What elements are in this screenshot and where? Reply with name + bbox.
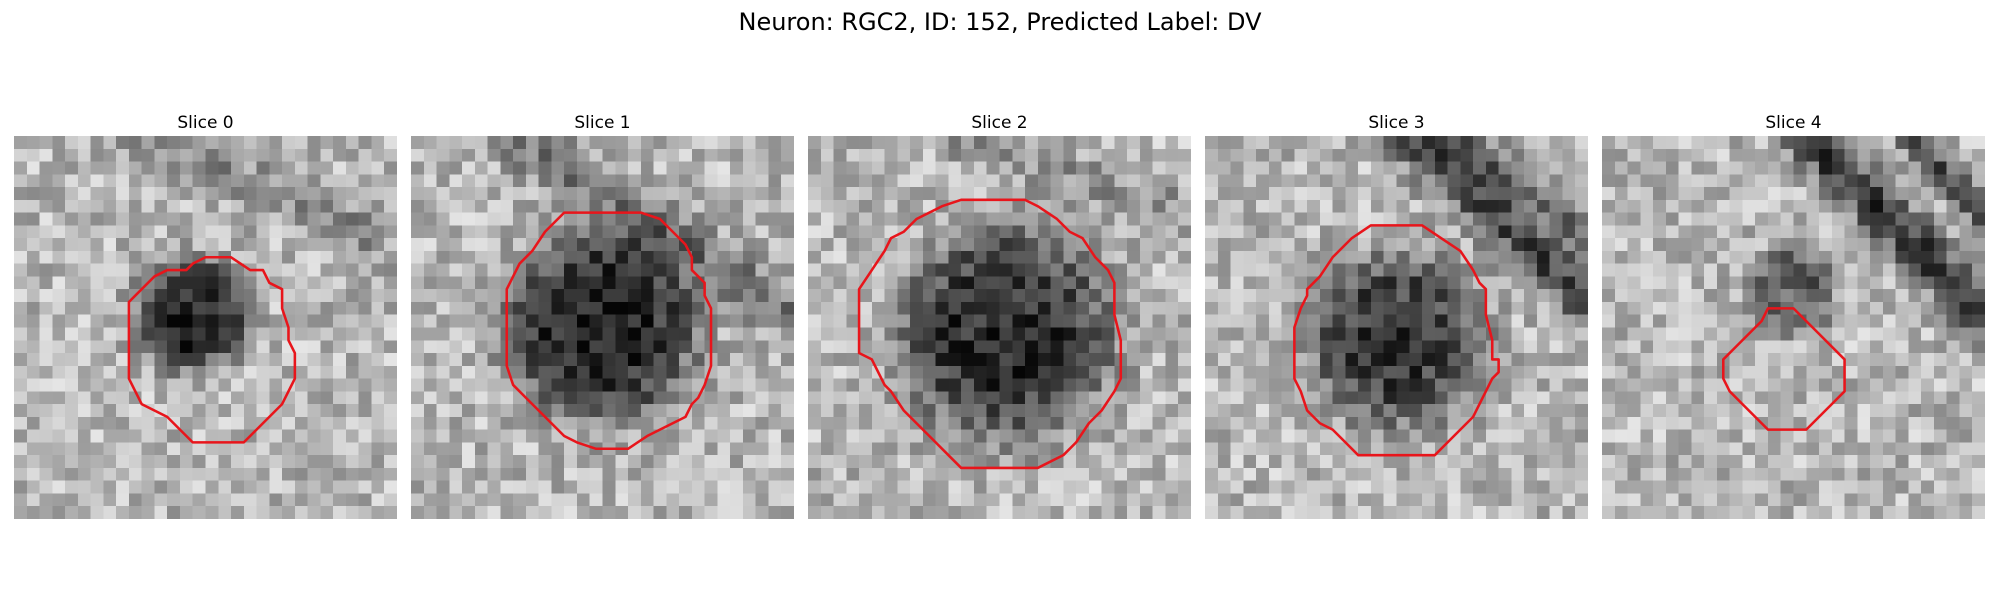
- slice-image-0: [14, 136, 397, 519]
- slice-title-2: Slice 2: [971, 113, 1028, 133]
- slice-title-1: Slice 1: [574, 113, 631, 133]
- neuron-contour: [505, 211, 713, 451]
- neuron-contour: [857, 198, 1123, 470]
- pixel-grid: [14, 136, 397, 519]
- slice-image-4: [1602, 136, 1985, 519]
- slice-panel-0: Slice 0: [14, 112, 397, 519]
- slice-panel-3: Slice 3: [1205, 112, 1588, 519]
- slice-panel-4: Slice 4: [1602, 112, 1985, 519]
- pixel-grid: [1602, 136, 1985, 519]
- slice-title-4: Slice 4: [1765, 113, 1822, 133]
- pixel-grid: [1205, 136, 1588, 519]
- neuron-contour: [1293, 224, 1500, 457]
- figure-title: Neuron: RGC2, ID: 152, Predicted Label: …: [738, 8, 1262, 36]
- neuron-contour: [127, 256, 297, 444]
- slice-image-3: [1205, 136, 1588, 519]
- slice-panel-1: Slice 1: [411, 112, 794, 519]
- slice-image-2: [808, 136, 1191, 519]
- pixel-grid: [411, 136, 794, 519]
- neuron-contour: [1722, 307, 1846, 431]
- slice-title-0: Slice 0: [177, 113, 234, 133]
- pixel-grid: [808, 136, 1191, 519]
- slice-image-1: [411, 136, 794, 519]
- slice-title-3: Slice 3: [1368, 113, 1425, 133]
- slice-panel-2: Slice 2: [808, 112, 1191, 519]
